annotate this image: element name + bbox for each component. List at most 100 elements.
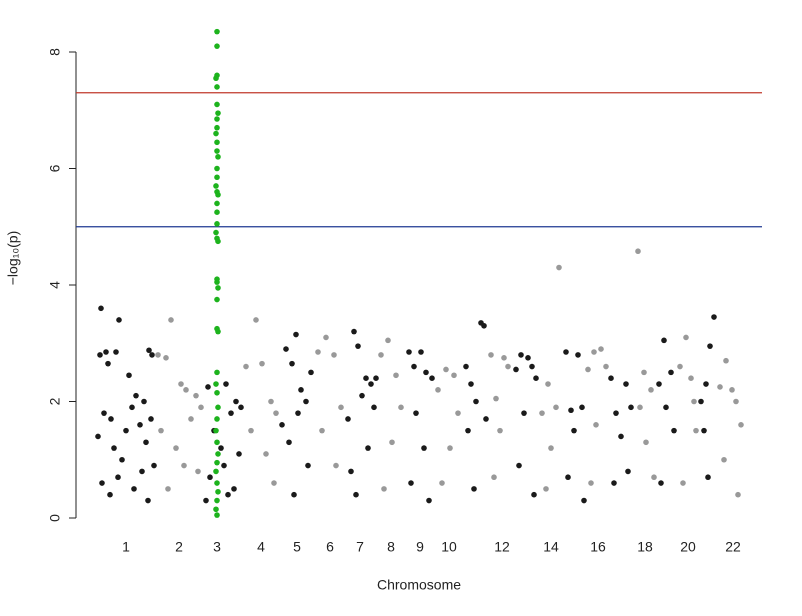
snp-point <box>123 427 129 434</box>
snp-point <box>693 427 699 434</box>
snp-point <box>323 334 329 341</box>
snp-point <box>108 416 114 422</box>
snp-point <box>223 381 229 387</box>
snp-point <box>279 422 285 428</box>
snp-point <box>133 392 139 399</box>
snp-point <box>214 165 220 172</box>
snp-point <box>721 456 727 463</box>
snp-point <box>345 416 351 422</box>
snp-point <box>233 398 239 405</box>
snp-point <box>143 439 149 446</box>
y-tick-label: 6 <box>47 164 63 172</box>
snp-point <box>338 404 344 411</box>
snp-point <box>471 486 477 492</box>
snp-point <box>703 381 709 387</box>
snp-point <box>381 486 387 492</box>
snp-point <box>214 512 220 518</box>
snp-point <box>585 366 591 373</box>
snp-point <box>565 474 571 481</box>
snp-point <box>378 352 384 358</box>
snp-point <box>116 317 122 323</box>
snp-point <box>393 372 399 379</box>
snp-point <box>738 422 744 428</box>
snp-point <box>408 480 414 486</box>
snp-point <box>613 410 619 416</box>
snp-point <box>331 352 337 358</box>
snp-point <box>418 349 424 355</box>
snp-point <box>293 331 299 338</box>
x-tick-label: 22 <box>725 539 741 555</box>
snp-point <box>149 352 155 358</box>
snp-point <box>625 468 631 475</box>
snp-point <box>348 468 354 475</box>
snp-point <box>231 486 237 492</box>
snp-point <box>214 43 220 49</box>
snp-point <box>214 209 220 215</box>
snp-point <box>173 445 179 451</box>
snp-point <box>663 404 669 411</box>
y-tick-label: 2 <box>47 397 63 405</box>
snp-point <box>214 200 220 207</box>
snp-point <box>501 355 507 361</box>
x-tick-label: 1 <box>122 539 130 555</box>
snp-point <box>145 497 151 504</box>
snp-point <box>677 363 683 370</box>
snp-point <box>103 349 109 355</box>
snp-point <box>214 221 220 227</box>
snp-point <box>195 468 201 475</box>
snp-point <box>581 497 587 504</box>
snp-point <box>355 343 361 349</box>
y-tick-label: 4 <box>47 281 63 289</box>
snp-point <box>611 480 617 486</box>
snp-point <box>214 459 220 466</box>
y-tick-label: 8 <box>47 48 63 56</box>
snp-point <box>129 404 135 411</box>
snp-point <box>155 352 161 358</box>
snp-point <box>525 355 531 361</box>
snp-point <box>215 191 221 198</box>
snp-point <box>568 407 574 414</box>
snp-point <box>283 346 289 352</box>
snp-point <box>637 404 643 411</box>
x-tick-label: 6 <box>326 539 334 555</box>
snp-point <box>429 375 435 382</box>
snp-point <box>385 337 391 344</box>
snp-point <box>214 439 220 446</box>
snp-point <box>516 462 522 469</box>
snp-point <box>373 375 379 382</box>
snp-point <box>139 468 145 475</box>
snp-point <box>105 360 111 367</box>
x-tick-label: 18 <box>637 539 653 555</box>
snp-point <box>723 357 729 364</box>
snp-point <box>259 360 265 367</box>
snp-point <box>423 369 429 376</box>
snp-point <box>146 347 152 354</box>
snp-point <box>543 486 549 492</box>
x-tick-label: 12 <box>494 539 510 555</box>
snp-point <box>363 375 369 382</box>
snp-point <box>214 139 220 146</box>
snp-point <box>473 398 479 405</box>
snp-point <box>205 384 211 390</box>
snp-point <box>137 422 143 428</box>
snp-point <box>641 369 647 376</box>
snp-point <box>563 349 569 355</box>
snp-point <box>518 352 524 358</box>
snp-point <box>359 392 365 399</box>
snp-point <box>553 404 559 411</box>
snp-point <box>465 427 471 434</box>
snp-point <box>193 392 199 399</box>
x-tick-label: 10 <box>441 539 457 555</box>
x-tick-label: 14 <box>543 539 559 555</box>
snp-point <box>113 349 119 355</box>
snp-point <box>623 381 629 387</box>
snp-point <box>571 427 577 434</box>
x-tick-label: 4 <box>257 539 265 555</box>
snp-point <box>491 474 497 481</box>
snp-point <box>671 427 677 434</box>
snp-point <box>455 410 461 416</box>
snp-point <box>668 369 674 376</box>
snp-point <box>238 404 244 411</box>
snp-point <box>236 451 242 457</box>
snp-point <box>165 486 171 492</box>
